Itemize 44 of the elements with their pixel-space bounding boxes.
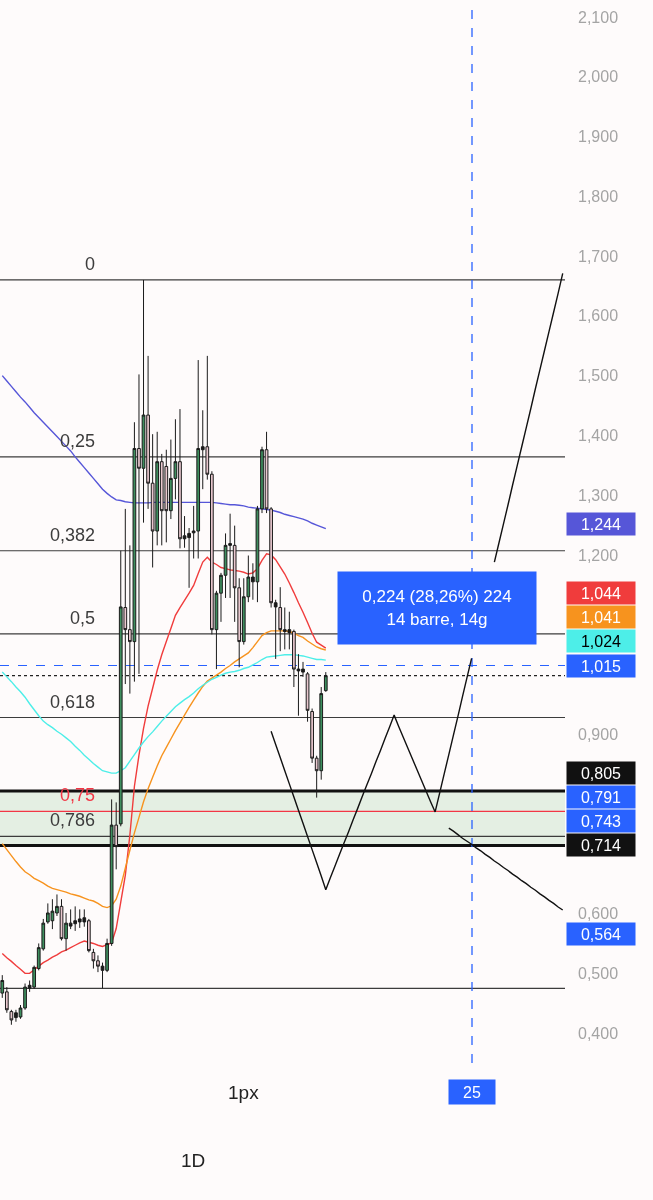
y-tick-label: 1,800 — [578, 187, 619, 205]
text: 1,024 — [580, 632, 622, 650]
candlestick — [73, 905, 78, 932]
text: 1,041 — [580, 608, 622, 626]
line-series — [1, 630, 327, 909]
candlestick — [196, 359, 201, 560]
line-series — [1, 374, 327, 530]
text: 1D — [181, 1150, 206, 1171]
y-tick-label: 0,600 — [578, 905, 619, 923]
y-tick-label: 0,900 — [578, 725, 619, 743]
text: 1,044 — [580, 584, 622, 602]
y-tick-label: 1,900 — [578, 128, 619, 146]
annotation: 0,25 — [60, 431, 96, 451]
annotation: 0,786 — [50, 810, 96, 830]
candlestick — [323, 671, 328, 693]
candlestick — [50, 898, 55, 930]
text: 0,564 — [580, 925, 622, 943]
candlestick — [9, 1009, 14, 1026]
y-tick-label: 1,500 — [578, 367, 619, 385]
ref-line-label: 0,805 — [580, 764, 622, 782]
candlestick — [91, 948, 96, 970]
annotation: 0 — [85, 254, 96, 274]
ref-line-label: 0,714 — [580, 836, 622, 854]
y-tick-label: 0,400 — [578, 1024, 619, 1042]
y-tick-label: 1,700 — [578, 247, 619, 265]
text: 1,244 — [580, 515, 622, 533]
y-tick-label: 0,500 — [578, 964, 619, 982]
line-series — [1, 654, 327, 774]
text: 1px — [228, 1082, 260, 1103]
y-tick-label: 2,100 — [578, 8, 619, 26]
annotation: 0,618 — [50, 692, 96, 712]
text: 0,791 — [580, 788, 622, 806]
y-tick-label: 1,300 — [578, 486, 619, 504]
annotation: 0,382 — [50, 525, 96, 545]
annotation: 0,224 (28,26%) 224 14 barre, 14g — [362, 587, 512, 629]
y-tick-label: 1,200 — [578, 546, 619, 564]
y-tick-label: 1,400 — [578, 426, 619, 444]
ref-line-label: 1,015 — [580, 657, 622, 675]
candlestick — [77, 908, 82, 929]
text: 0,743 — [580, 812, 622, 830]
y-tick-label: 2,000 — [578, 68, 619, 86]
text: 25 — [463, 1083, 481, 1101]
y-tick-label: 1,600 — [578, 307, 619, 325]
annotation: 0,5 — [70, 608, 96, 628]
